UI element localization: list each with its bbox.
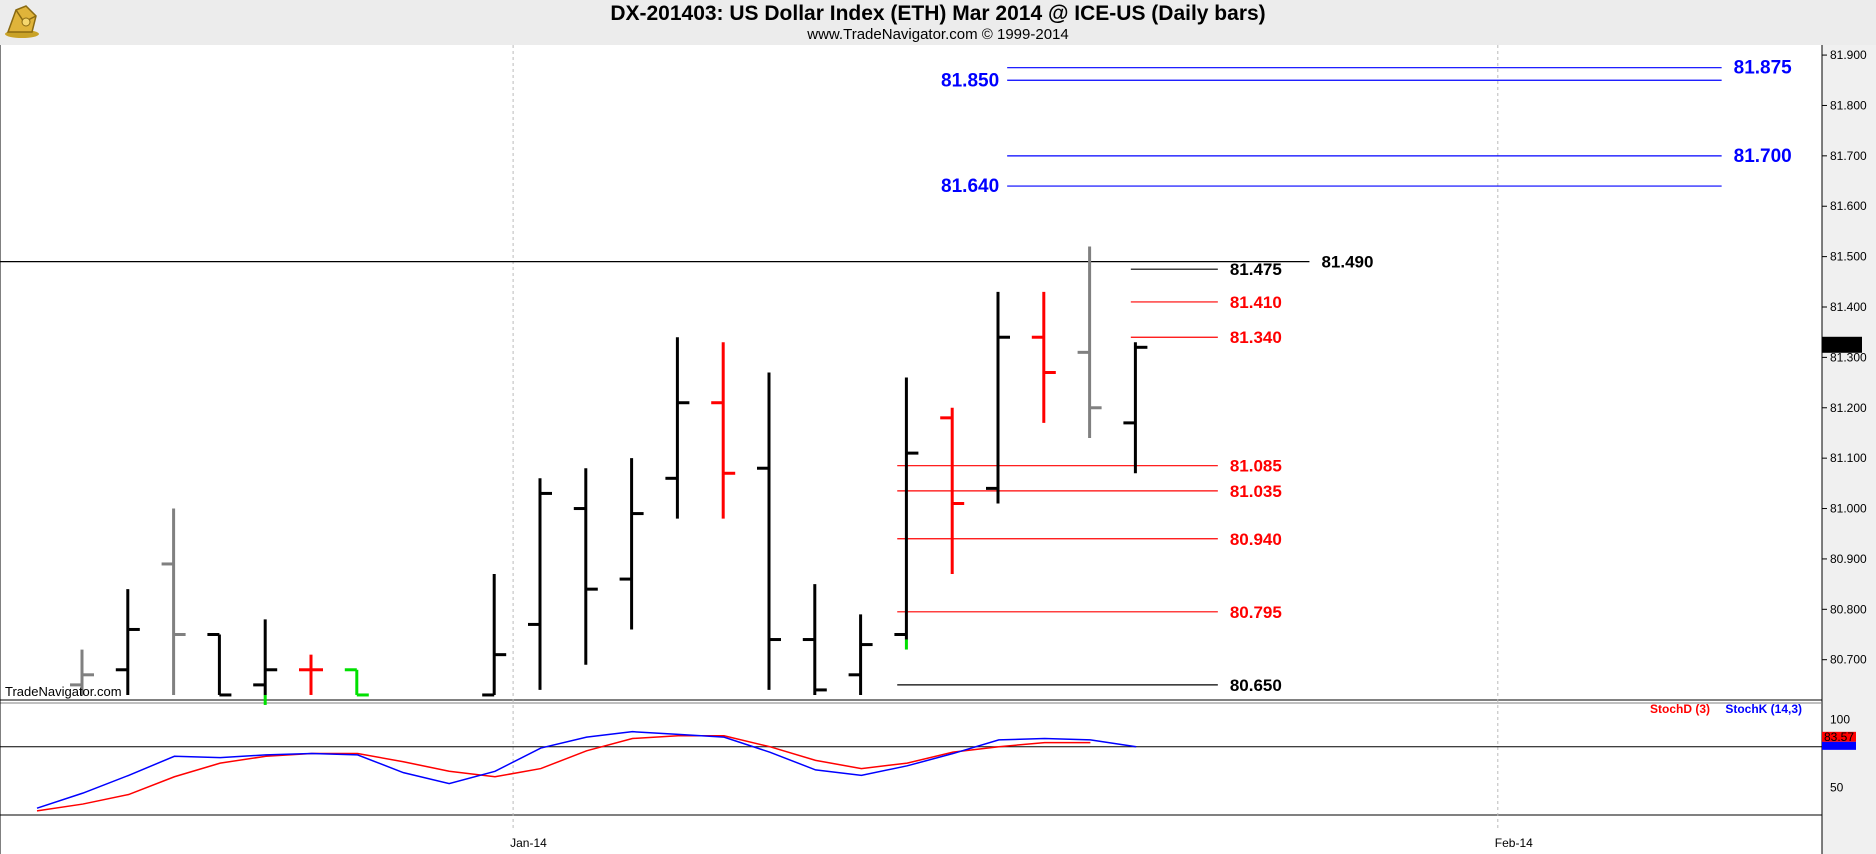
legend-stochd: StochD (3) [1650,702,1710,716]
level-label: 81.410 [1230,293,1282,312]
level-label: 80.795 [1230,603,1282,622]
stoch-tick-label: 50 [1830,781,1844,795]
trade-navigator-logo-icon [2,2,42,45]
ohlc-bar [344,668,369,697]
level-label: 81.340 [1230,328,1282,347]
ohlc-bar [482,574,507,697]
legend-stochk: StochK (14,3) [1725,702,1802,716]
ohlc-bar [757,372,781,690]
stochastic-indicator: StochD (3) StochK (14,3) 100 50 83.57 [0,702,1856,812]
date-axis: Jan-14 Feb-14 [510,836,1533,850]
y-tick-label: 81.200 [1830,401,1867,415]
y-tick-label: 81.800 [1830,98,1867,112]
stoch-tag-red [1822,731,1856,742]
ohlc-bar [665,337,690,519]
level-label: 81.085 [1230,457,1282,476]
stoch-series-line [36,735,1091,812]
price-levels: 81.875 81.850 81.700 81.640 81.490 81.475 81.4… [0,58,1792,695]
ohlc-bar [161,508,186,695]
x-tick-label: Jan-14 [510,836,547,850]
stoch-tick-label: 100 [1830,712,1850,726]
ohlc-bars [70,246,1148,705]
last-price-label: 81.325 [1824,339,1861,353]
y-tick-label: 81.700 [1830,149,1867,163]
ohlc-bar [619,458,644,630]
level-label: 81.490 [1321,253,1373,272]
axis-background [1822,45,1876,854]
ohlc-bar [573,468,598,665]
chart-title: DX-201403: US Dollar Index (ETH) Mar 201… [610,2,1266,25]
level-label: 81.035 [1230,482,1282,501]
ohlc-bar [1123,342,1148,474]
ohlc-bar [1077,246,1102,438]
ohlc-bar [711,342,736,519]
y-tick-label: 81.600 [1830,199,1867,213]
level-label: 81.875 [1734,58,1793,79]
level-label: 81.850 [941,70,999,91]
y-tick-label: 80.900 [1830,552,1867,566]
y-tick-label: 81.000 [1830,502,1867,516]
ohlc-bar [253,619,278,705]
y-tick-label: 80.800 [1830,602,1867,616]
stoch-tag-blue [1822,741,1856,750]
ohlc-bar [894,377,919,650]
ohlc-bar [207,633,232,697]
level-label: 81.640 [941,176,999,197]
y-tick-label: 80.700 [1830,653,1867,667]
level-label: 81.700 [1734,146,1792,167]
ohlc-bar [802,584,827,695]
ohlc-bar [848,614,873,695]
stoch-tag-label: 83.57 [1824,730,1854,744]
ohlc-bar [1031,291,1056,423]
stoch-series-line [36,730,1137,809]
chart-header: DX-201403: US Dollar Index (ETH) Mar 201… [0,0,1876,45]
level-label: 81.475 [1230,260,1282,279]
x-tick-label: Feb-14 [1495,836,1533,850]
y-tick-label: 81.900 [1830,48,1867,62]
ohlc-bar [299,654,323,695]
last-price-tag [1822,336,1862,353]
ohlc-bar [986,291,1010,504]
ohlc-bar [528,478,552,690]
y-tick-label: 81.500 [1830,250,1867,264]
y-tick-label: 81.400 [1830,300,1867,314]
ohlc-bar [70,649,94,695]
chart-frame [0,45,1876,854]
level-label: 80.940 [1230,530,1282,549]
y-tick-label: 81.300 [1830,350,1867,364]
watermark-text: TradeNavigator.com [5,684,122,699]
y-tick-label: 81.100 [1830,451,1867,465]
price-axis: 81.900 81.800 81.700 81.600 81.500 81.400 81.3… [1822,48,1867,667]
chart-subtitle: www.TradeNavigator.com © 1999-2014 [807,26,1069,43]
ohlc-bar [115,589,140,695]
level-label: 80.650 [1230,676,1282,695]
ohlc-bar [940,407,965,575]
grid-lines [512,45,1499,830]
